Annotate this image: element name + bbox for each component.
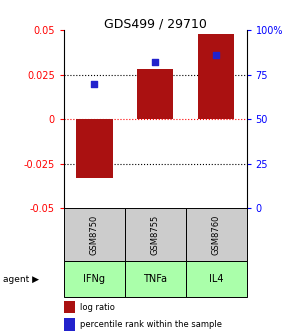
Text: GSM8760: GSM8760 [211, 215, 221, 255]
Bar [125, 208, 186, 261]
Text: IL4: IL4 [209, 274, 223, 284]
Text: log ratio: log ratio [80, 302, 115, 311]
Text: IFNg: IFNg [83, 274, 105, 284]
Bar [64, 319, 75, 331]
Bar [64, 208, 125, 261]
Bar [186, 261, 246, 297]
Point [92, 81, 97, 86]
Text: GSM8750: GSM8750 [90, 215, 99, 255]
Bar [64, 261, 125, 297]
Bar [125, 261, 186, 297]
Text: agent ▶: agent ▶ [3, 275, 39, 284]
Bar [198, 34, 234, 119]
Bar [186, 208, 246, 261]
Text: percentile rank within the sample: percentile rank within the sample [80, 320, 222, 329]
Text: GSM8755: GSM8755 [151, 215, 160, 255]
Point [153, 59, 157, 65]
Point [214, 52, 218, 58]
Title: GDS499 / 29710: GDS499 / 29710 [104, 17, 206, 30]
Text: TNFa: TNFa [143, 274, 167, 284]
Bar [76, 119, 113, 178]
Bar [64, 301, 75, 313]
Bar [137, 69, 173, 119]
